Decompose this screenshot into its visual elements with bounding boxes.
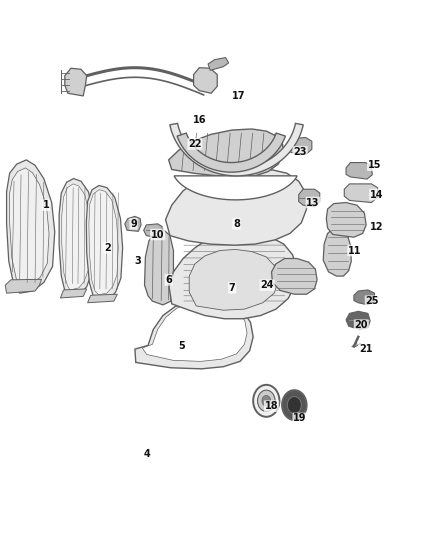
Text: 7: 7 xyxy=(229,283,236,293)
Text: 3: 3 xyxy=(134,256,141,266)
Circle shape xyxy=(258,390,275,411)
Text: 21: 21 xyxy=(359,344,372,354)
Polygon shape xyxy=(299,189,320,207)
Text: 12: 12 xyxy=(370,222,383,231)
Polygon shape xyxy=(62,184,91,290)
Text: 2: 2 xyxy=(104,243,111,253)
Polygon shape xyxy=(166,168,307,245)
Text: 11: 11 xyxy=(348,246,361,255)
Text: 1: 1 xyxy=(42,200,49,210)
Text: 17: 17 xyxy=(232,91,245,101)
Circle shape xyxy=(287,397,301,414)
Text: 13: 13 xyxy=(307,198,320,207)
Polygon shape xyxy=(142,302,247,361)
Polygon shape xyxy=(89,190,118,295)
Polygon shape xyxy=(189,249,279,310)
Text: 20: 20 xyxy=(355,320,368,330)
Polygon shape xyxy=(169,232,297,319)
Polygon shape xyxy=(145,229,173,305)
Polygon shape xyxy=(59,179,95,296)
Polygon shape xyxy=(7,160,55,293)
Text: 10: 10 xyxy=(151,230,164,239)
Polygon shape xyxy=(86,185,123,301)
Text: 6: 6 xyxy=(165,275,172,285)
Text: 19: 19 xyxy=(293,414,307,423)
Text: 24: 24 xyxy=(261,280,274,290)
Polygon shape xyxy=(177,133,286,172)
Polygon shape xyxy=(208,58,229,70)
Text: 8: 8 xyxy=(233,219,240,229)
Text: 22: 22 xyxy=(188,139,201,149)
Polygon shape xyxy=(169,129,284,177)
Polygon shape xyxy=(286,138,312,155)
Polygon shape xyxy=(326,203,366,237)
Text: 14: 14 xyxy=(370,190,383,199)
Polygon shape xyxy=(170,123,303,176)
Polygon shape xyxy=(346,163,372,179)
Polygon shape xyxy=(135,300,253,369)
Polygon shape xyxy=(174,176,297,200)
Text: 4: 4 xyxy=(143,449,150,459)
Polygon shape xyxy=(88,294,117,303)
Polygon shape xyxy=(5,279,42,293)
Polygon shape xyxy=(60,289,87,298)
Circle shape xyxy=(262,395,271,406)
Polygon shape xyxy=(65,68,87,96)
Polygon shape xyxy=(144,224,162,238)
Circle shape xyxy=(282,390,307,420)
Text: 16: 16 xyxy=(193,115,206,125)
Polygon shape xyxy=(323,228,351,276)
Polygon shape xyxy=(10,168,49,287)
Polygon shape xyxy=(346,311,370,329)
Polygon shape xyxy=(125,216,141,231)
Polygon shape xyxy=(194,68,217,93)
Polygon shape xyxy=(354,290,374,305)
Circle shape xyxy=(253,385,279,417)
Polygon shape xyxy=(344,184,378,203)
Text: 9: 9 xyxy=(130,219,137,229)
Text: 23: 23 xyxy=(293,147,307,157)
Text: 25: 25 xyxy=(366,296,379,306)
Text: 5: 5 xyxy=(178,342,185,351)
Text: 18: 18 xyxy=(265,401,279,411)
Text: 15: 15 xyxy=(368,160,381,170)
Polygon shape xyxy=(272,259,317,294)
